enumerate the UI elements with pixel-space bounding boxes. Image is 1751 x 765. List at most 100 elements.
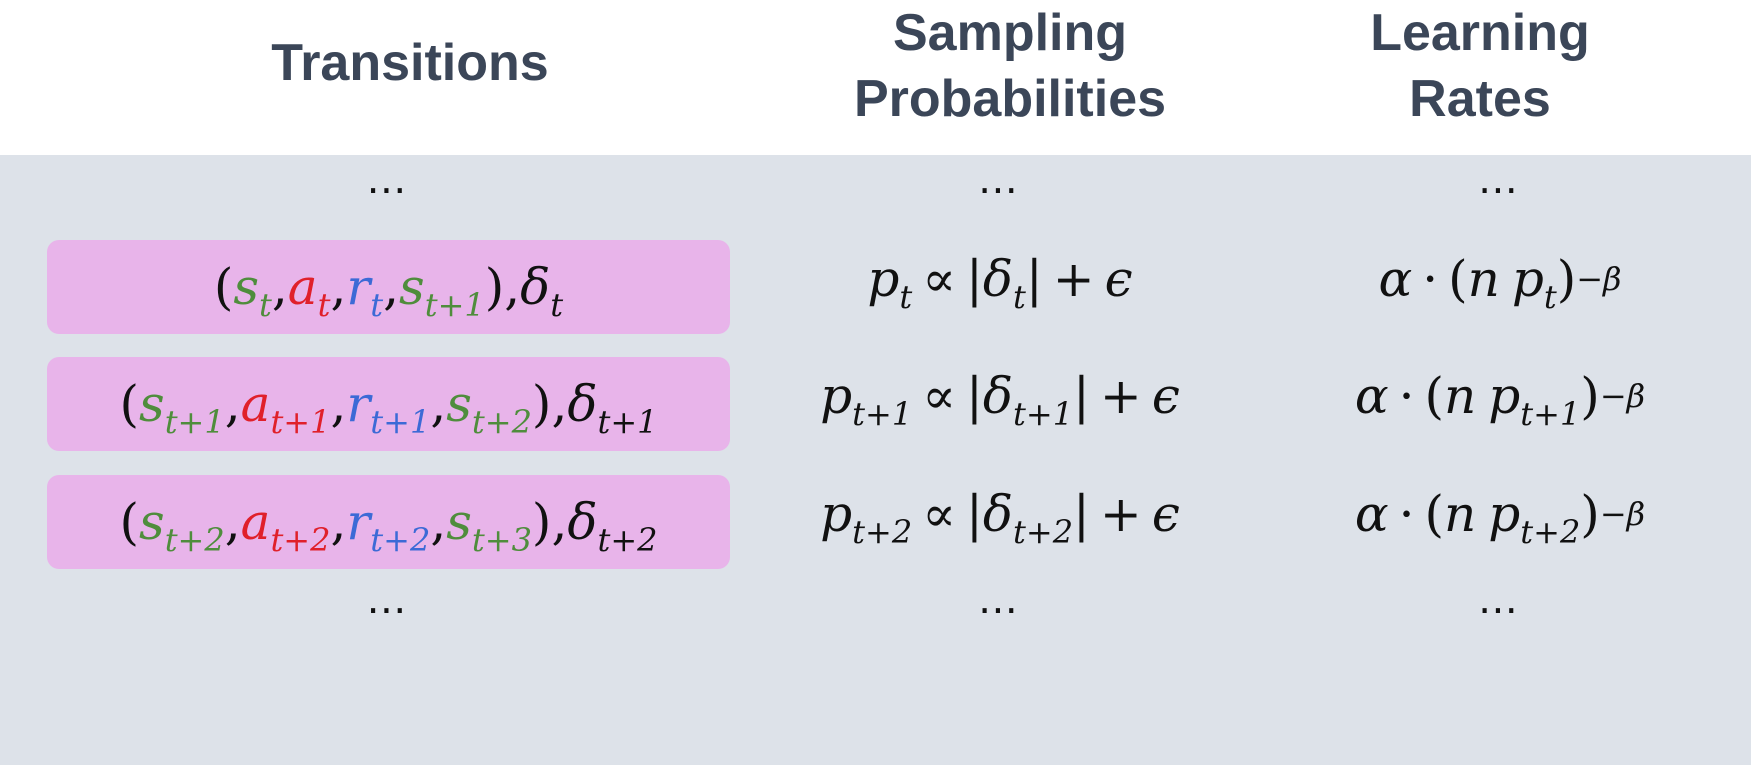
ellipsis-bottom-learning: ⋯ [1478,587,1522,633]
header-learning-line1: Learning [1370,4,1590,62]
td-error-symbol-base: δ [982,485,1014,543]
probability-symbol: pt+1 [820,367,912,430]
probability-symbol-subscript: t+2 [852,513,913,551]
probability-symbol-base: p [1488,367,1521,425]
state-symbol: st+1 [139,375,225,438]
state-symbol: st+2 [139,493,225,556]
paren-close: ) [484,258,505,316]
cdot-symbol: · [1398,485,1415,543]
td-error-symbol-subscript: t+1 [1013,395,1074,433]
header-sampling-probabilities: Sampling Probabilities [780,0,1240,132]
reward-symbol: rt+2 [346,493,430,556]
header-sampling-line2: Probabilities [853,70,1167,128]
td-error-symbol: δt+1 [982,367,1073,430]
transition-formula-0: (st, at, rt, st+1), δt [47,240,730,334]
sampling-formula-0: pt ∝ | δt | + ϵ [790,232,1210,326]
reward-symbol: rt [346,258,383,321]
state-symbol-subscript: t [259,286,272,324]
cdot-symbol: · [1422,250,1439,308]
td-error-symbol-subscript: t+1 [597,403,658,441]
abs-bar: | [966,367,983,425]
abs-bar: | [1025,250,1043,308]
n-symbol: n [1444,367,1477,425]
header-learning-line2: Rates [1409,70,1551,128]
alpha-symbol: α [1378,250,1413,308]
next-state-symbol: st+1 [399,258,485,321]
td-error-symbol-base: δ [982,250,1014,308]
probability-symbol-subscript: t+1 [1520,395,1581,433]
comma: , [430,375,447,433]
ellipsis-bottom-sampling: ⋯ [978,587,1022,633]
reward-symbol-subscript: t+1 [370,403,431,441]
state-symbol-base: s [233,258,260,316]
td-error-symbol: δt+2 [982,485,1073,548]
abs-bar: | [966,250,983,308]
state-symbol-base: s [139,375,165,433]
learning-rate-formula-1: α ·(n pt+1) −β [1354,367,1646,433]
probability-symbol-base: p [820,367,853,425]
probability-symbol: pt+1 [1488,367,1580,430]
next-state-symbol-subscript: t+1 [424,286,485,324]
probability-symbol-base: p [867,250,900,308]
comma: , [271,258,288,316]
cdot-symbol: · [1398,367,1415,425]
n-symbol: n [1467,250,1500,308]
probability-symbol: pt+2 [1488,485,1580,548]
td-error-symbol: δt+1 [567,375,657,438]
transition-highlight-2 [47,475,730,569]
abs-bar: | [966,485,983,543]
learning-rate-formula-0: α ·(n pt) −β [1378,250,1622,316]
header-transitions-label: Transitions [271,34,549,92]
comma: , [551,375,568,433]
comma: , [430,493,447,551]
next-state-symbol-subscript: t+2 [471,403,532,441]
probability-symbol: pt+2 [820,485,912,548]
paren-open: ( [119,375,140,433]
probability-symbol-base: p [1488,485,1521,543]
probability-symbol: pt [867,250,912,313]
state-symbol-base: s [139,493,165,551]
probability-symbol: pt [1511,250,1557,313]
paren-close: ) [1556,250,1577,308]
ellipsis-top-sampling: ⋯ [978,167,1022,213]
epsilon-symbol: ϵ [1151,485,1180,543]
ellipsis-bottom-transitions: ⋯ [366,587,411,633]
header-sampling-line1: Sampling [892,4,1128,62]
comma: , [330,258,347,316]
td-error-symbol: δt [520,258,563,321]
action-symbol: at+1 [240,375,331,438]
probability-symbol-base: p [820,485,853,543]
action-symbol-base: a [240,493,271,551]
reward-symbol-base: r [346,258,371,316]
action-symbol-base: a [287,258,318,316]
paren-close: ) [531,375,552,433]
comma: , [330,493,347,551]
reward-symbol-subscript: t+2 [370,521,431,559]
learning-rate-formula-2: α ·(n pt+2) −β [1354,485,1646,551]
action-symbol-subscript: t+1 [270,403,331,441]
n-symbol: n [1444,485,1477,543]
comma: , [330,375,347,433]
paren-close: ) [1580,367,1600,425]
state-symbol-subscript: t+2 [164,521,225,559]
header-learning-rates: Learning Rates [1250,0,1710,132]
paren-open: ( [119,493,140,551]
action-symbol-base: a [240,375,271,433]
transition-formula-1: (st+1, at+1, rt+1, st+2), δt+1 [47,357,730,451]
sampling-formula-2: pt+2 ∝ | δt+2 | + ϵ [790,467,1210,561]
td-error-symbol-base: δ [982,367,1014,425]
comma: , [224,493,241,551]
epsilon-symbol: ϵ [1104,250,1133,308]
td-error-symbol-subscript: t [550,286,564,324]
next-state-symbol-subscript: t+3 [471,521,532,559]
probability-symbol-subscript: t+2 [1520,513,1581,551]
probability-symbol-subscript: t [1543,278,1557,316]
probability-symbol-base: p [1511,250,1544,308]
reward-symbol-base: r [346,493,371,551]
header-transitions: Transitions [180,30,640,96]
transition-highlight-1 [47,357,730,451]
comma: , [224,375,241,433]
transition-highlight-0 [47,240,730,334]
next-state-symbol-base: s [446,493,472,551]
reward-symbol-subscript: t [370,286,384,324]
